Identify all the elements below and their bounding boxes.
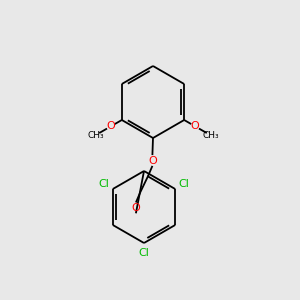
Text: CH₃: CH₃ xyxy=(202,131,219,140)
Text: O: O xyxy=(106,121,115,131)
Text: Cl: Cl xyxy=(98,179,109,189)
Text: Cl: Cl xyxy=(179,179,190,189)
Text: O: O xyxy=(148,155,157,166)
Text: O: O xyxy=(131,203,140,213)
Text: Cl: Cl xyxy=(139,248,149,259)
Text: O: O xyxy=(191,121,200,131)
Text: CH₃: CH₃ xyxy=(87,131,104,140)
